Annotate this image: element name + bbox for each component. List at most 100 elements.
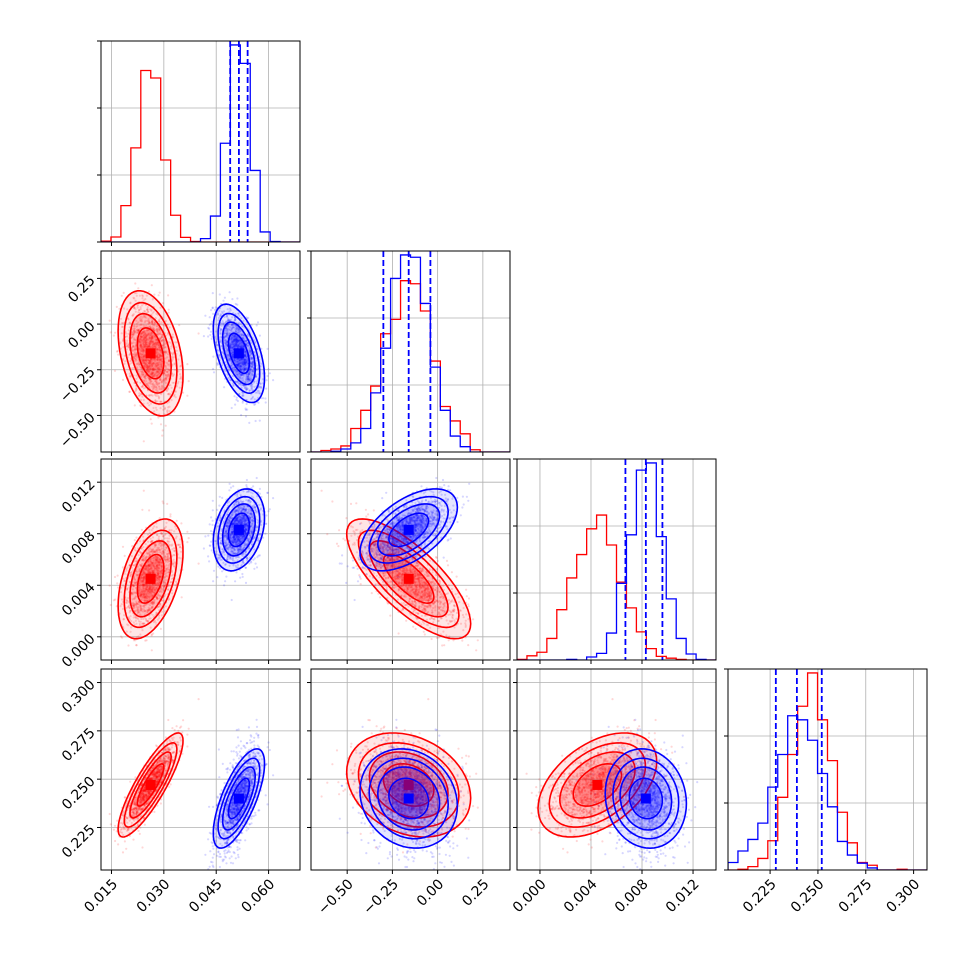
scatter-point [145,342,148,345]
scatter-point [177,358,180,361]
scatter-point [230,327,233,330]
scatter-point [225,351,228,354]
scatter-point [132,355,136,358]
scatter-point [152,387,155,390]
scatter-point [237,374,241,378]
scatter-point [150,332,154,335]
scatter-point [179,365,182,368]
scatter-point [243,360,246,363]
scatter-point [139,341,142,344]
scatter-point [155,347,158,351]
scatter-point [160,379,164,383]
scatter-point [243,361,246,364]
scatter-point [142,350,145,353]
scatter-point [156,353,159,356]
scatter-point [142,349,145,352]
scatter-point [257,390,260,393]
scatter-point [140,319,143,322]
scatter-point [221,312,224,315]
scatter-point [250,357,253,360]
scatter-point [150,284,153,287]
scatter-point [151,367,154,371]
scatter-point [231,298,234,301]
scatter-point [163,378,166,381]
scatter-point [152,367,155,370]
scatter-point [232,323,235,326]
scatter-point [157,372,160,375]
scatter-point [150,359,153,362]
scatter-point [160,364,163,367]
scatter-point [240,360,244,363]
scatter-point [249,350,252,353]
scatter-point [164,406,167,409]
scatter-point [149,359,152,362]
scatter-point [254,391,257,394]
scatter-point [253,385,256,388]
scatter-point [223,386,226,389]
scatter-point [132,331,135,334]
scatter-point [148,359,151,363]
scatter-point [141,369,144,372]
scatter-point [145,345,148,348]
scatter-point [154,362,157,365]
scatter-point [147,319,150,322]
scatter-point [245,376,248,379]
scatter-point [165,375,168,378]
scatter-point [154,346,157,349]
scatter-point [237,381,240,384]
scatter-point [253,352,256,355]
scatter-point [245,367,248,370]
scatter-point [232,485,235,488]
scatter-point [158,356,161,359]
scatter-point [157,331,160,334]
scatter-point [238,330,241,333]
scatter-point [143,355,146,358]
scatter-point [228,319,231,322]
scatter-point [252,370,255,373]
scatter-point [219,340,222,344]
scatter-point [248,378,251,381]
scatter-point [179,373,182,376]
scatter-point [225,320,228,323]
scatter-point [139,318,142,321]
scatter-point [235,396,238,399]
scatter-point [157,341,160,344]
scatter-point [228,368,231,372]
scatter-point [131,342,134,345]
scatter-point [148,360,151,364]
scatter-point [150,337,153,340]
scatter-point [243,380,247,384]
scatter-point [247,373,251,376]
scatter-point [145,341,148,344]
scatter-point [150,338,153,341]
scatter-point [146,402,149,405]
scatter-point [251,369,254,372]
scatter-point [237,328,240,332]
scatter-point [154,341,157,344]
scatter-point [210,516,213,519]
scatter-point [225,315,228,318]
scatter-point [241,373,244,376]
scatter-point [140,317,143,320]
scatter-point [142,371,145,374]
scatter-point [237,359,241,362]
scatter-point [122,291,125,294]
scatter-point [251,397,254,400]
scatter-point [130,337,133,340]
scatter-point [256,389,259,392]
scatter-point [153,345,156,348]
scatter-point [224,346,227,349]
scatter-point [116,349,119,353]
scatter-point [153,321,156,324]
scatter-point [241,358,244,361]
scatter-point [155,338,158,341]
scatter-point [156,333,159,336]
scatter-point [156,374,159,377]
scatter-point [145,334,148,337]
scatter-point [238,341,241,345]
scatter-point [242,334,245,337]
scatter-point [171,333,174,336]
scatter-point [244,354,247,357]
scatter-point [172,381,176,384]
scatter-point [119,635,123,638]
